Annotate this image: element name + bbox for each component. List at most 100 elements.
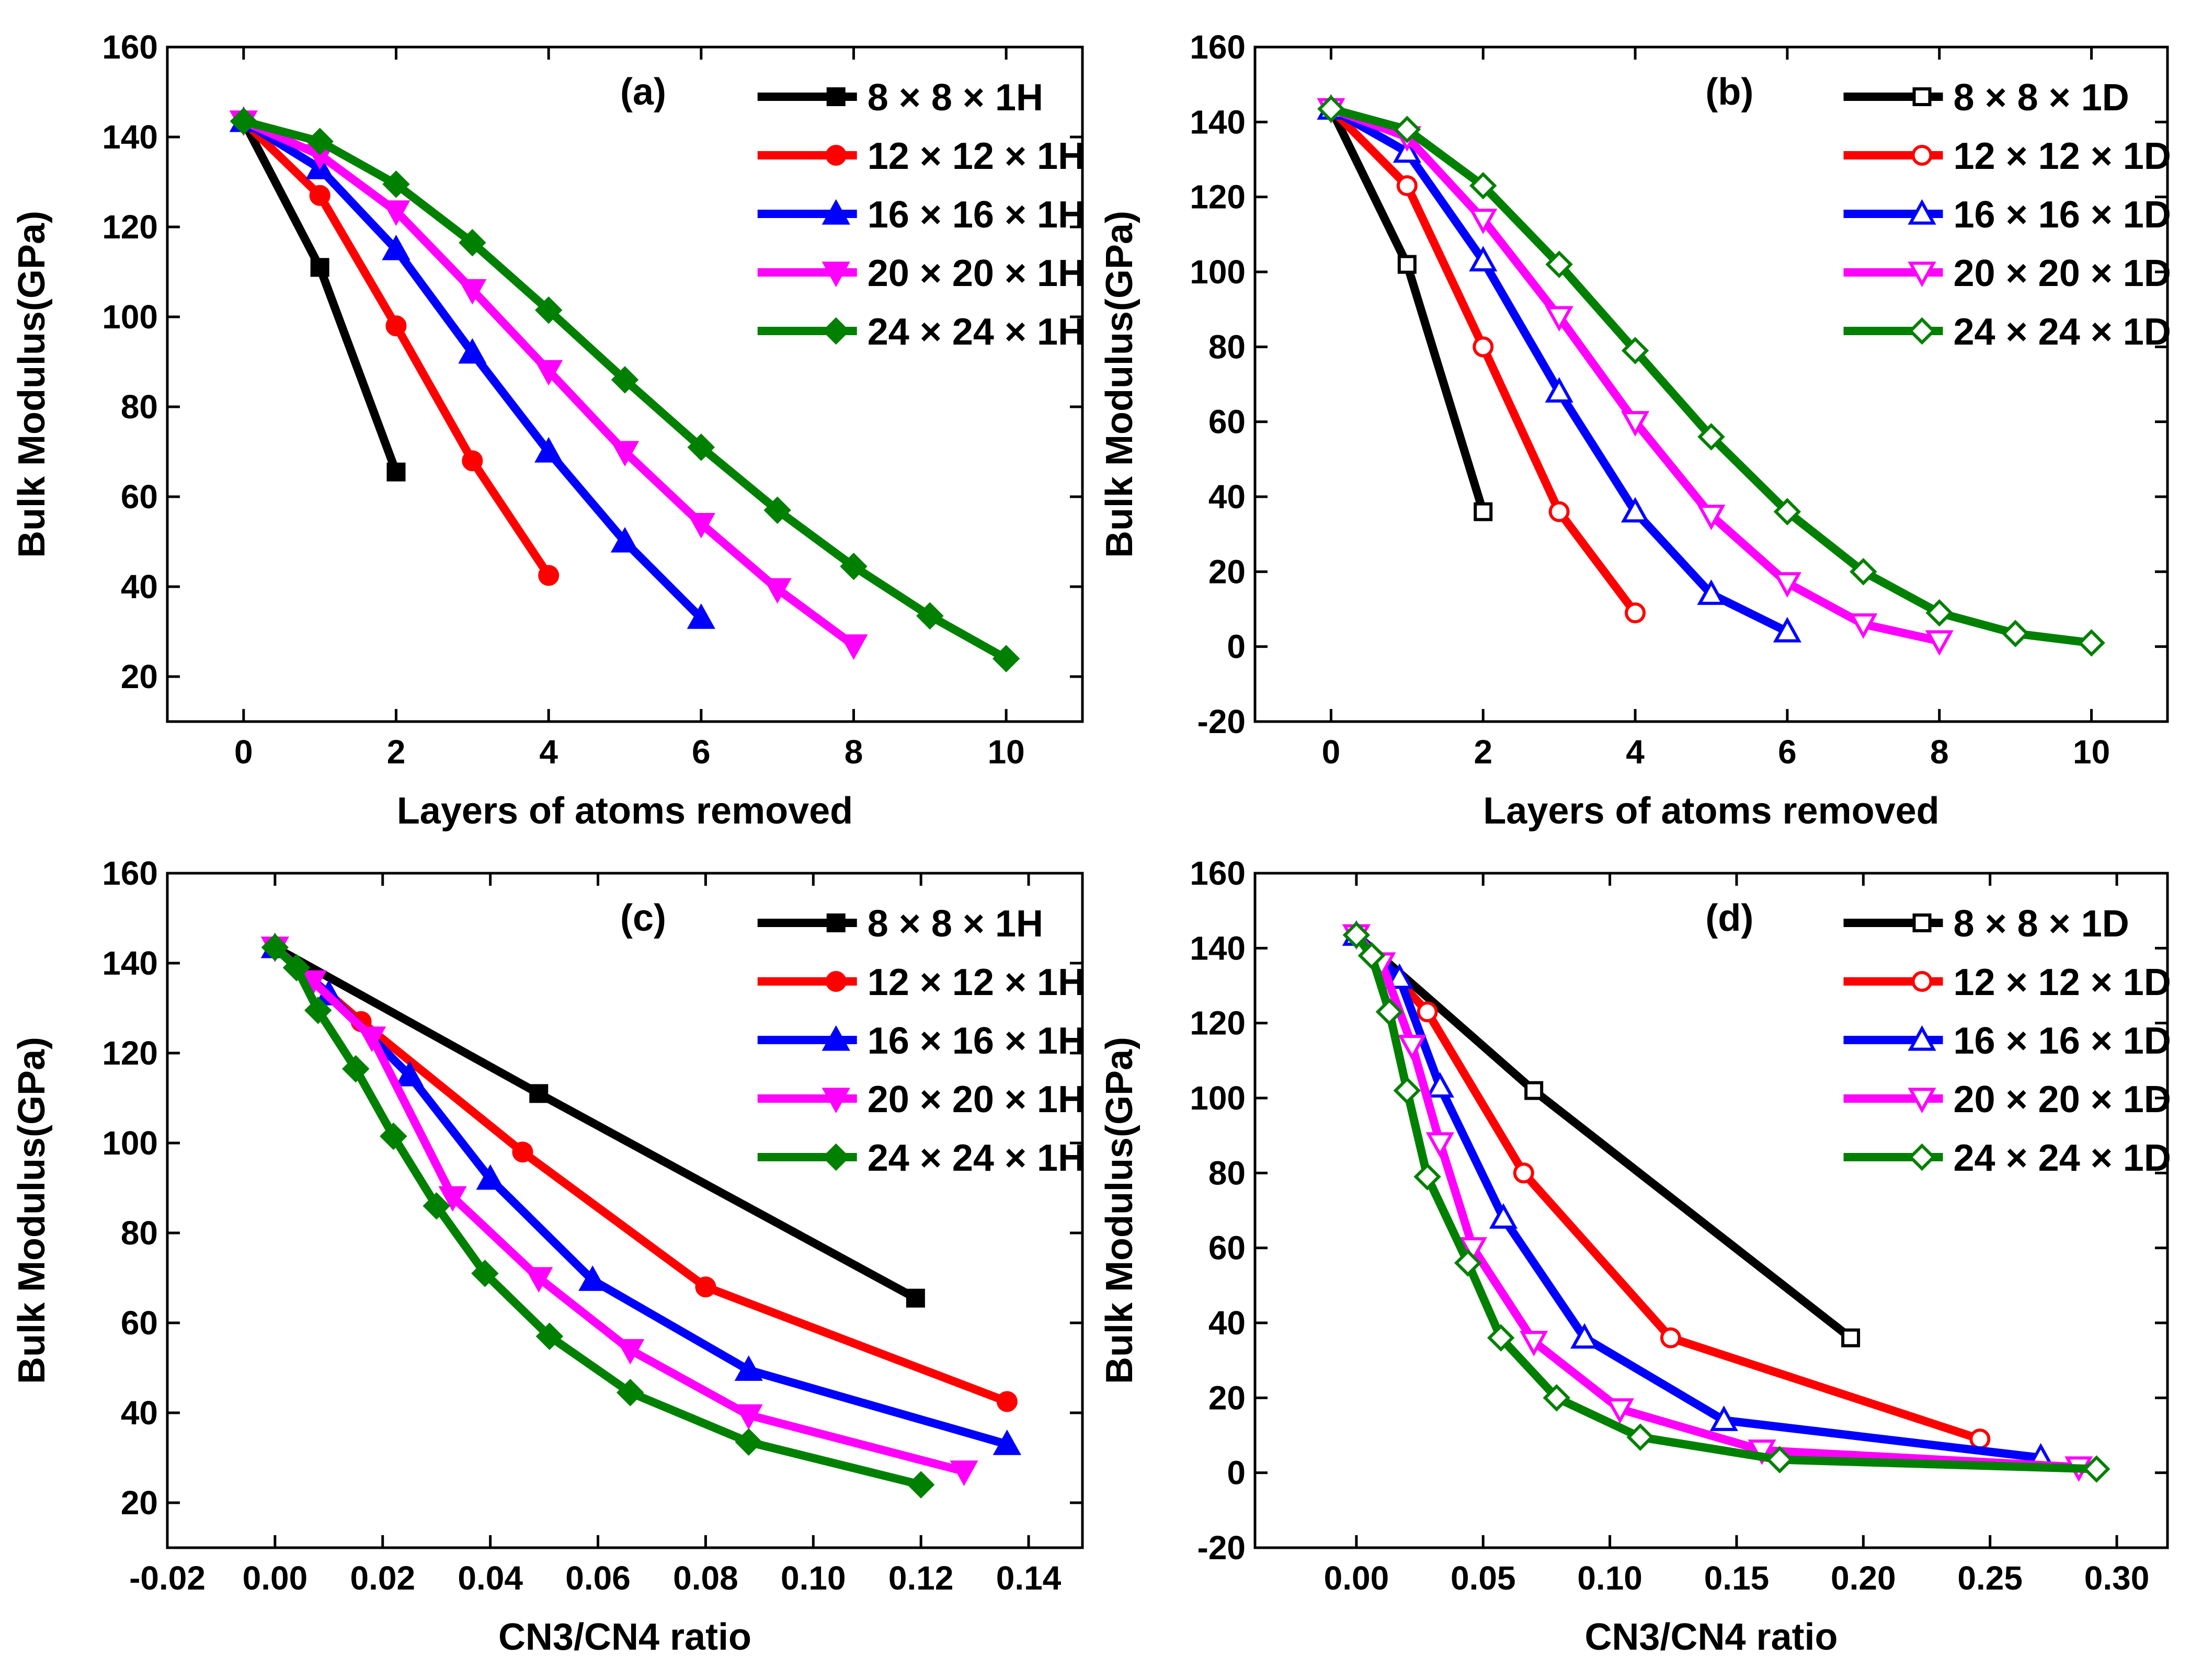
data-point bbox=[763, 578, 792, 604]
data-point bbox=[992, 645, 1020, 672]
data-point bbox=[735, 1428, 763, 1456]
data-point bbox=[1570, 1323, 1599, 1349]
data-point bbox=[380, 1122, 407, 1150]
legend: 8 × 8 × 1H 12 × 12 × 1H 16 × 16 × 1H 20 × 2… bbox=[757, 903, 1085, 1179]
data-point bbox=[1841, 1328, 1861, 1347]
panel-label: (d) bbox=[1705, 897, 1753, 939]
x-tick-label: 6 bbox=[692, 733, 711, 771]
data-point bbox=[1748, 1439, 1776, 1465]
legend-marker bbox=[1911, 145, 1933, 166]
legend-label: 12 × 12 × 1D bbox=[1954, 135, 2171, 177]
data-point bbox=[534, 360, 563, 386]
data-point bbox=[1425, 1132, 1454, 1158]
series-a-4 bbox=[230, 107, 1020, 672]
x-tick-label: 4 bbox=[1626, 733, 1645, 771]
data-point bbox=[839, 634, 868, 660]
x-tick-label: 0.02 bbox=[350, 1559, 415, 1597]
data-point bbox=[1849, 613, 1878, 639]
data-point bbox=[992, 1430, 1021, 1455]
data-point bbox=[1357, 942, 1386, 969]
data-point bbox=[230, 107, 258, 135]
y-tick-label: -20 bbox=[1197, 703, 1246, 740]
data-point bbox=[1969, 1428, 1991, 1450]
legend: 8 × 8 × 1D 12 × 12 × 1D 16 × 16 × 1D 20 × 2… bbox=[1843, 903, 2171, 1179]
y-tick-label: 160 bbox=[102, 28, 158, 66]
legend-label: 24 × 24 × 1H bbox=[868, 1137, 1085, 1179]
data-point bbox=[1925, 599, 1953, 627]
x-tick-label: 0.00 bbox=[1324, 1559, 1389, 1597]
data-point bbox=[610, 527, 640, 553]
data-point bbox=[534, 437, 563, 463]
x-tick-label: 0 bbox=[1322, 733, 1341, 771]
y-tick-label: 60 bbox=[121, 1304, 158, 1342]
data-point bbox=[458, 279, 487, 305]
chart-panel-d: 0.00 0.05 0.10 0.15 0.20 0.25 0.30 -20 0 20 40 60 80… bbox=[1099, 854, 2171, 1658]
x-axis-title: Layers of atoms removed bbox=[1483, 790, 1939, 832]
x-axis-title: CN3/CN4 ratio bbox=[1584, 1616, 1838, 1658]
data-point bbox=[458, 338, 487, 364]
y-tick-label: 20 bbox=[121, 1484, 158, 1522]
legend-label: 24 × 24 × 1H bbox=[868, 311, 1085, 353]
x-tick-label: 0.14 bbox=[996, 1559, 1062, 1597]
x-tick-label: 0.00 bbox=[243, 1559, 308, 1597]
series-b-2 bbox=[1317, 94, 1802, 643]
x-tick-label: 0.06 bbox=[565, 1559, 631, 1597]
legend-label: 8 × 8 × 1D bbox=[1954, 903, 2129, 945]
data-point bbox=[1545, 306, 1573, 332]
x-tick-label: 8 bbox=[1930, 733, 1949, 771]
y-axis-title: Bulk Modulus(GPa) bbox=[1099, 1037, 1140, 1384]
panel-label: (a) bbox=[620, 71, 666, 113]
data-point bbox=[916, 602, 944, 630]
legend-marker bbox=[822, 1088, 850, 1114]
data-point bbox=[524, 1267, 553, 1293]
data-point bbox=[534, 296, 563, 324]
data-point bbox=[382, 170, 410, 198]
data-point bbox=[1621, 497, 1650, 523]
x-tick-label: 0.04 bbox=[458, 1559, 523, 1597]
series-d-2 bbox=[1342, 920, 2055, 1469]
legend-label: 8 × 8 × 1D bbox=[1954, 77, 2129, 119]
data-point bbox=[1317, 95, 1345, 123]
y-tick-label: 160 bbox=[1190, 28, 1246, 66]
series-d-4 bbox=[1342, 921, 2110, 1483]
y-tick-label: 120 bbox=[102, 208, 158, 246]
x-tick-label: 2 bbox=[387, 733, 406, 771]
legend-marker bbox=[822, 261, 850, 288]
data-point bbox=[1697, 423, 1725, 451]
panel-label: (b) bbox=[1705, 71, 1753, 113]
plot-frame bbox=[1253, 45, 2169, 723]
data-point bbox=[385, 315, 407, 337]
data-point bbox=[535, 1322, 564, 1351]
legend-label: 20 × 20 × 1D bbox=[1954, 1079, 2171, 1121]
data-point bbox=[310, 258, 329, 277]
x-axis-title: CN3/CN4 ratio bbox=[498, 1616, 751, 1658]
data-point bbox=[462, 450, 483, 472]
y-tick-label: 0 bbox=[1227, 628, 1246, 666]
y-tick-label: 20 bbox=[121, 658, 158, 695]
y-tick-label: 100 bbox=[102, 298, 158, 336]
data-point bbox=[1697, 579, 1726, 605]
legend-label: 20 × 20 × 1H bbox=[868, 253, 1085, 294]
y-tick-label: 80 bbox=[1208, 1154, 1246, 1192]
y-tick-label: 140 bbox=[1190, 929, 1246, 967]
data-point bbox=[687, 513, 715, 539]
data-point bbox=[616, 1339, 645, 1365]
legend-label: 8 × 8 × 1H bbox=[868, 903, 1043, 945]
data-point bbox=[2001, 620, 2029, 647]
data-point bbox=[261, 933, 289, 962]
legend-label: 16 × 16 × 1H bbox=[868, 1020, 1085, 1062]
x-tick-label: -0.02 bbox=[129, 1559, 206, 1597]
y-axis-title: Bulk Modulus(GPa) bbox=[1099, 211, 1140, 558]
series-line bbox=[1353, 932, 2079, 1471]
legend-marker bbox=[822, 1025, 850, 1051]
series-c-3 bbox=[260, 936, 978, 1486]
data-point bbox=[840, 553, 868, 580]
series-line bbox=[273, 943, 918, 1302]
data-point bbox=[1342, 921, 1371, 949]
legend-marker bbox=[822, 1143, 850, 1171]
data-point bbox=[734, 1355, 763, 1381]
data-point bbox=[382, 200, 410, 226]
y-axis-title: Bulk Modulus(GPa) bbox=[11, 211, 53, 558]
x-tick-label: 10 bbox=[988, 733, 1025, 771]
legend-label: 12 × 12 × 1H bbox=[868, 135, 1085, 177]
